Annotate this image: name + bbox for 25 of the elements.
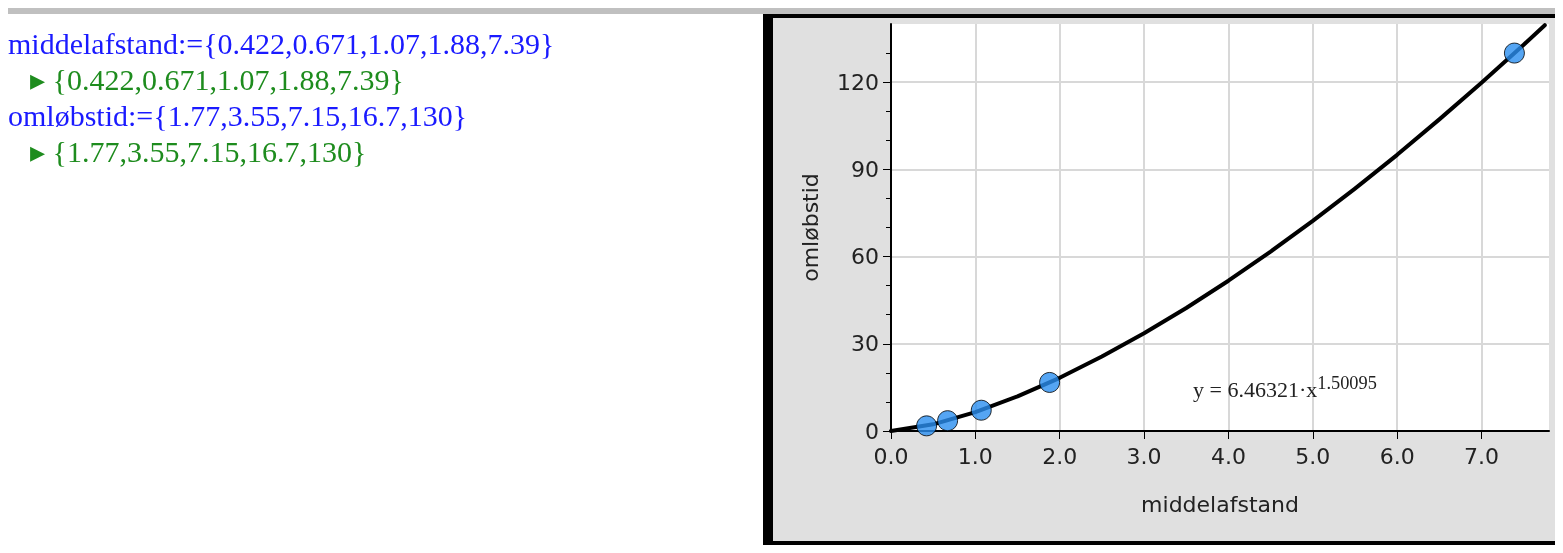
y-tick-label: 60 (851, 244, 879, 270)
annotation: y = 6.46321·x$^{1.50095}$ (1193, 373, 1377, 404)
point (1039, 371, 1061, 393)
x-tick-label: 6.0 (1379, 443, 1415, 469)
y-tick-label: 30 (851, 331, 879, 357)
x-tick-label: 2.0 (1042, 443, 1078, 469)
x-tick-label: 7.0 (1464, 443, 1500, 469)
x-tick-label: 3.0 (1126, 443, 1162, 469)
text: middelafstand:={0.422,0.671,1.07,1.88,7.39} (8, 26, 556, 62)
x-axis-title: middelafstand (1141, 491, 1299, 517)
text: omløbstid:={1.77,3.55,7.15,16.7,130} (8, 98, 469, 134)
point (937, 410, 959, 432)
point (1503, 42, 1525, 64)
y-tick-label: 120 (837, 69, 879, 95)
y-axis-title: omløbstid (797, 173, 823, 282)
point (916, 415, 938, 437)
x-tick-label: 5.0 (1295, 443, 1331, 469)
y-tick-label: 90 (851, 156, 879, 182)
y-tick-label: 0 (865, 418, 879, 444)
text: ▸ {0.422,0.671,1.07,1.88,7.39} (29, 62, 405, 98)
text: ▸ {1.77,3.55,7.15,16.7,130} (29, 134, 368, 170)
x-tick-label: 1.0 (957, 443, 993, 469)
point (970, 399, 992, 421)
x-tick-label: 4.0 (1210, 443, 1246, 469)
x-tick-label: 0.0 (873, 443, 909, 469)
